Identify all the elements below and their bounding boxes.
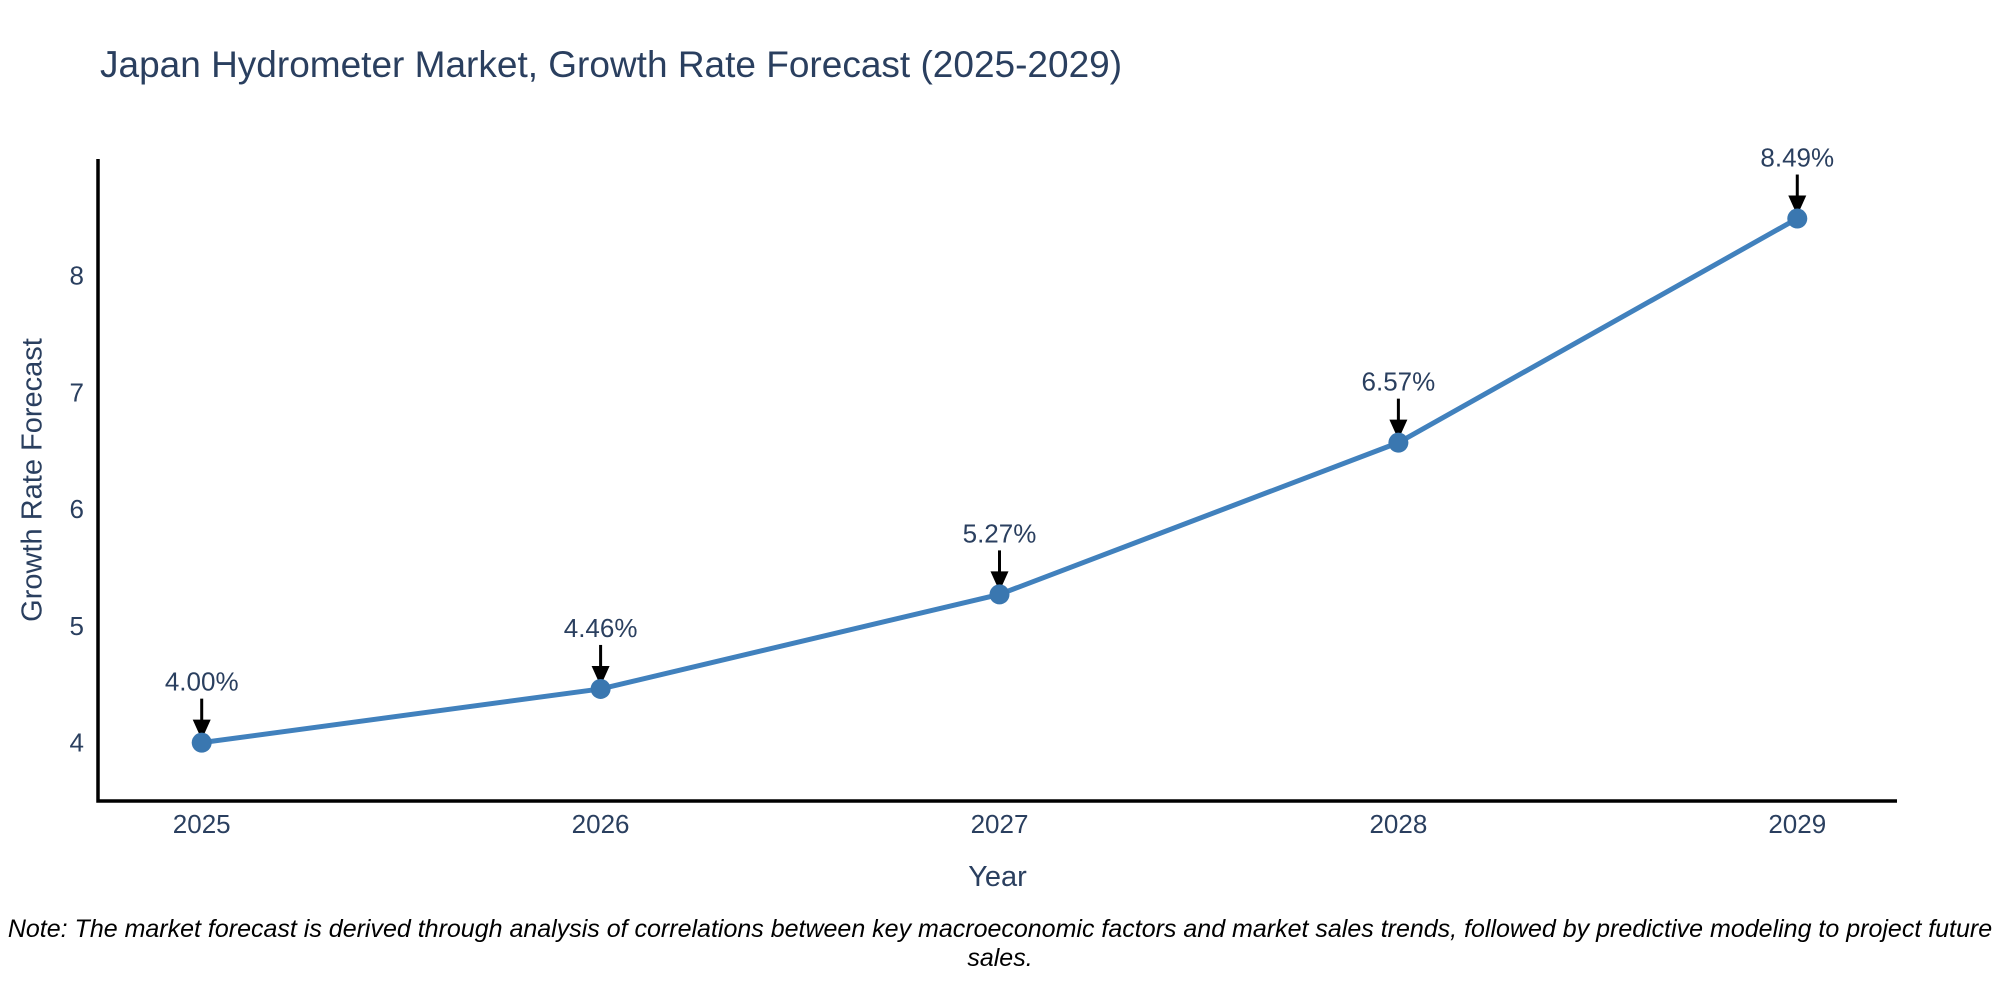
annotation-arrow-head bbox=[1389, 419, 1408, 440]
x-tick-label: 2028 bbox=[1369, 809, 1427, 839]
axes-lines bbox=[96, 159, 1897, 803]
point-value-label: 8.49% bbox=[1760, 143, 1834, 173]
chart-title: Japan Hydrometer Market, Growth Rate For… bbox=[100, 44, 1123, 85]
annotation-arrow-head bbox=[990, 571, 1009, 592]
x-tick-label: 2029 bbox=[1768, 809, 1826, 839]
y-tick-label: 7 bbox=[70, 377, 84, 407]
x-tick-label: 2027 bbox=[971, 809, 1029, 839]
point-value-label: 6.57% bbox=[1362, 367, 1436, 397]
data-point-2029[interactable] bbox=[1787, 208, 1808, 229]
point-value-label: 4.00% bbox=[165, 667, 239, 697]
annotation-arrow-head bbox=[591, 665, 610, 686]
y-tick-label: 4 bbox=[70, 728, 84, 758]
y-axis-title: Growth Rate Forecast bbox=[16, 338, 49, 622]
y-tick-label: 5 bbox=[70, 611, 84, 641]
x-tick-label: 2025 bbox=[173, 809, 231, 839]
growth-rate-line bbox=[199, 216, 1800, 746]
x-tick-label: 2026 bbox=[572, 809, 630, 839]
point-value-label: 5.27% bbox=[963, 518, 1037, 548]
data-point-2027[interactable] bbox=[989, 584, 1010, 605]
annotation-arrow-head bbox=[192, 719, 211, 740]
y-tick-label: 6 bbox=[70, 494, 84, 524]
data-point-2028[interactable] bbox=[1388, 432, 1409, 453]
point-value-label: 4.46% bbox=[564, 613, 638, 643]
footnote: Note: The market forecast is derived thr… bbox=[7, 915, 1993, 972]
data-point-2025[interactable] bbox=[191, 732, 212, 753]
x-axis-title: Year bbox=[968, 861, 1027, 893]
y-tick-label: 8 bbox=[70, 261, 84, 291]
annotation-arrow-head bbox=[1788, 195, 1807, 216]
data-point-2026[interactable] bbox=[590, 678, 611, 699]
